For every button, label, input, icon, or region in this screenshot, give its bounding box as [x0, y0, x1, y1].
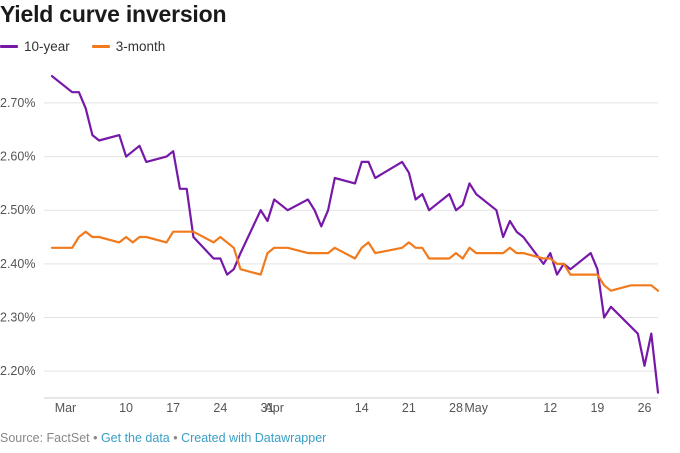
gridlines — [44, 102, 658, 399]
legend-label-3-month: 3-month — [115, 38, 166, 54]
y-tick-label: 2.70% — [0, 96, 35, 110]
y-tick-label: 2.30% — [0, 311, 35, 325]
y-tick-label: 2.20% — [0, 364, 35, 378]
x-tick-label: 28 — [449, 401, 463, 415]
footer: Source: FactSet • Get the data • Created… — [0, 431, 326, 445]
y-tick-label: 2.50% — [0, 203, 35, 217]
get-data-link[interactable]: Get the data — [100, 431, 170, 445]
legend-label-10-year: 10-year — [24, 38, 70, 54]
x-tick-label: 10 — [119, 401, 133, 415]
x-tick-label: 14 — [355, 401, 369, 415]
y-tick-label: 2.60% — [0, 150, 35, 164]
series-line-10-year — [50, 75, 660, 394]
line-chart: 2.20% 2.30% 2.40% 2.50% 2.60% 2.70% Mar 10 17 24… — [0, 75, 660, 415]
y-axis-ticks: 2.20% 2.30% 2.40% 2.50% 2.60% 2.70% — [0, 96, 35, 378]
x-tick-label: 21 — [402, 401, 416, 415]
legend-item-10-year: 10-year — [0, 39, 70, 54]
legend-item-3-month: 3-month — [91, 38, 166, 54]
chart-title: Yield curve inversion — [0, 1, 227, 27]
footer-separator: • — [89, 431, 101, 445]
x-tick-label: 19 — [590, 401, 604, 415]
x-tick-label: May — [464, 401, 488, 415]
x-tick-label: Mar — [55, 401, 77, 415]
x-tick-label: 26 — [638, 401, 652, 415]
x-tick-label: 24 — [213, 401, 227, 415]
footer-separator: • — [169, 431, 182, 445]
y-tick-label: 2.40% — [0, 257, 35, 271]
legend-swatch-3-month — [91, 44, 110, 48]
datawrapper-link[interactable]: Created with Datawrapper — [181, 431, 327, 445]
series-line-3-month — [50, 230, 660, 292]
series-lines — [50, 75, 660, 394]
source-note: Source: FactSet — [0, 431, 90, 445]
x-tick-label: Apr — [264, 401, 283, 415]
legend: 10-year 3-month — [0, 37, 187, 55]
legend-swatch-10-year — [0, 44, 18, 48]
x-tick-label: 31 — [261, 401, 275, 415]
x-tick-label: 12 — [543, 401, 557, 415]
x-tick-label: 17 — [166, 401, 180, 415]
